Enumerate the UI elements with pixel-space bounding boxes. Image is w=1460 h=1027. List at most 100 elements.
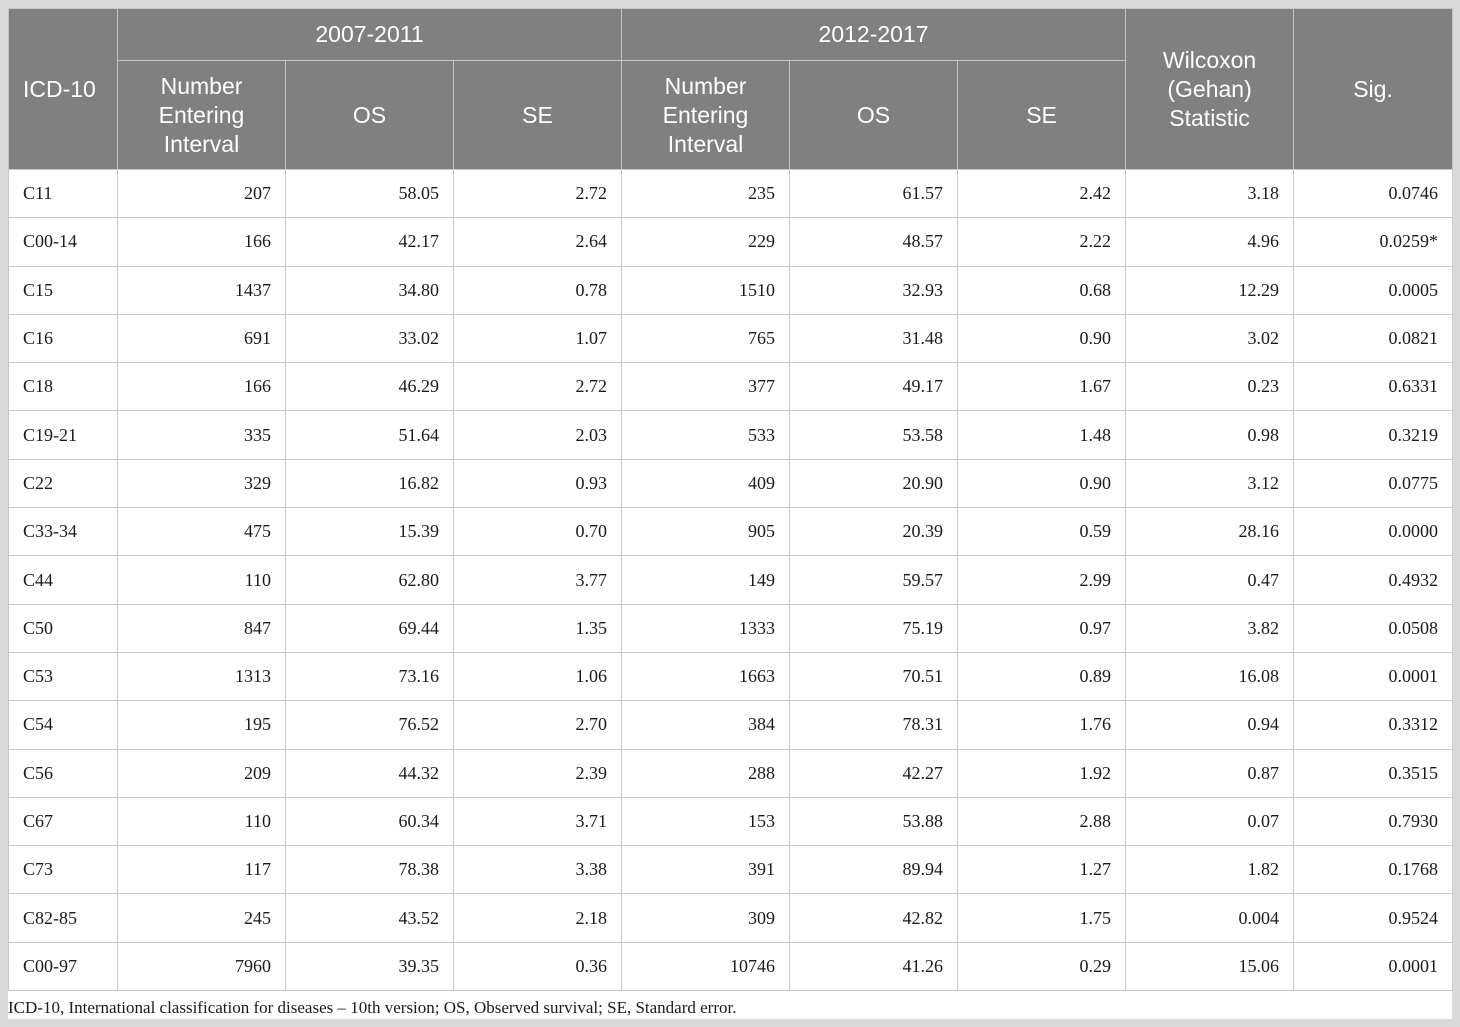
cell-se-2007: 1.07 [452,313,623,364]
cell-wilcoxon-statistic: 3.82 [1125,603,1295,653]
table-header: ICD-10 2007-2011 2012-2017 Wilcoxon (Geh… [8,8,1454,170]
cell-se-2007: 1.06 [452,651,623,702]
cell-sig-value: 0.3312 [1293,700,1454,750]
cell-number-entering-2012: 409 [621,458,791,509]
header-se-2: SE [957,60,1127,170]
cell-number-entering-2007: 847 [117,603,286,653]
cell-number-entering-2012: 1510 [621,265,791,315]
cell-sig-value: 0.0821 [1293,313,1454,364]
cell-se-2012: 0.29 [957,941,1127,992]
cell-sig-value: 0.0746 [1293,168,1454,219]
cell-icd-code: C33-34 [8,507,118,557]
cell-os-2012: 59.57 [789,555,959,605]
cell-se-2012: 1.48 [957,410,1127,460]
table-row: C50 847 69.44 1.35 1333 75.19 0.97 3.82 0.0508 [8,603,1454,653]
cell-os-2007: 78.38 [285,845,454,895]
cell-wilcoxon-statistic: 4.96 [1125,217,1295,267]
cell-se-2012: 0.68 [957,265,1127,315]
cell-wilcoxon-statistic: 16.08 [1125,651,1295,702]
cell-se-2012: 0.97 [957,603,1127,653]
cell-se-2012: 0.90 [957,458,1127,509]
cell-os-2012: 89.94 [789,845,959,895]
cell-number-entering-2007: 335 [117,410,286,460]
table-row: C00-97 7960 39.35 0.36 10746 41.26 0.29 15.06 0.… [8,941,1454,992]
table-row: C53 1313 73.16 1.06 1663 70.51 0.89 16.08 0.0001 [8,651,1454,702]
cell-os-2012: 42.27 [789,748,959,798]
cell-se-2007: 2.72 [452,168,623,219]
cell-se-2012: 1.76 [957,700,1127,750]
cell-os-2007: 58.05 [285,168,454,219]
cell-wilcoxon-statistic: 28.16 [1125,507,1295,557]
cell-os-2012: 31.48 [789,313,959,364]
cell-os-2007: 16.82 [285,458,454,509]
cell-number-entering-2007: 166 [117,362,286,412]
cell-sig-value: 0.0508 [1293,603,1454,653]
header-period-2012-2017: 2012-2017 [621,8,1127,61]
header-sig: Sig. [1293,8,1454,170]
cell-os-2007: 62.80 [285,555,454,605]
table-row: C18 166 46.29 2.72 377 49.17 1.67 0.23 0.6331 [8,362,1454,412]
header-number-entering-2: Number Entering Interval [621,60,791,170]
header-os-2: OS [789,60,959,170]
header-number-entering-1: Number Entering Interval [117,60,286,170]
cell-os-2007: 33.02 [285,313,454,364]
cell-number-entering-2007: 245 [117,893,286,943]
cell-os-2012: 20.39 [789,507,959,557]
cell-icd-code: C67 [8,796,118,847]
cell-se-2007: 0.78 [452,265,623,315]
cell-se-2007: 2.03 [452,410,623,460]
cell-os-2012: 53.58 [789,410,959,460]
cell-wilcoxon-statistic: 3.18 [1125,168,1295,219]
cell-se-2012: 2.42 [957,168,1127,219]
cell-sig-value: 0.9524 [1293,893,1454,943]
cell-icd-code: C44 [8,555,118,605]
cell-wilcoxon-statistic: 0.23 [1125,362,1295,412]
cell-icd-code: C82-85 [8,893,118,943]
cell-se-2012: 1.75 [957,893,1127,943]
cell-number-entering-2007: 475 [117,507,286,557]
cell-se-2007: 2.64 [452,217,623,267]
cell-number-entering-2007: 110 [117,555,286,605]
cell-wilcoxon-statistic: 0.004 [1125,893,1295,943]
cell-number-entering-2007: 110 [117,796,286,847]
cell-se-2012: 0.90 [957,313,1127,364]
cell-number-entering-2012: 288 [621,748,791,798]
cell-se-2007: 2.18 [452,893,623,943]
cell-se-2007: 3.71 [452,796,623,847]
cell-icd-code: C11 [8,168,118,219]
table-row: C00-14 166 42.17 2.64 229 48.57 2.22 4.96 0.0259… [8,217,1454,267]
cell-os-2007: 15.39 [285,507,454,557]
cell-number-entering-2012: 384 [621,700,791,750]
cell-sig-value: 0.0775 [1293,458,1454,509]
table-row: C16 691 33.02 1.07 765 31.48 0.90 3.02 0.0821 [8,313,1454,364]
cell-os-2007: 76.52 [285,700,454,750]
cell-os-2007: 42.17 [285,217,454,267]
cell-number-entering-2012: 10746 [621,941,791,992]
cell-number-entering-2012: 905 [621,507,791,557]
cell-number-entering-2007: 195 [117,700,286,750]
cell-icd-code: C19-21 [8,410,118,460]
table-row: C15 1437 34.80 0.78 1510 32.93 0.68 12.29 0.0005 [8,265,1454,315]
cell-os-2012: 78.31 [789,700,959,750]
cell-icd-code: C53 [8,651,118,702]
cell-number-entering-2012: 1663 [621,651,791,702]
cell-wilcoxon-statistic: 3.02 [1125,313,1295,364]
table-row: C82-85 245 43.52 2.18 309 42.82 1.75 0.004 0.952… [8,893,1454,943]
cell-se-2012: 1.67 [957,362,1127,412]
cell-number-entering-2007: 329 [117,458,286,509]
cell-sig-value: 0.7930 [1293,796,1454,847]
cell-icd-code: C56 [8,748,118,798]
cell-se-2012: 0.89 [957,651,1127,702]
cell-sig-value: 0.0259* [1293,217,1454,267]
header-icd: ICD-10 [8,8,118,170]
cell-se-2012: 1.92 [957,748,1127,798]
cell-se-2007: 0.70 [452,507,623,557]
cell-number-entering-2012: 391 [621,845,791,895]
cell-os-2007: 73.16 [285,651,454,702]
cell-number-entering-2012: 309 [621,893,791,943]
cell-icd-code: C16 [8,313,118,364]
cell-number-entering-2012: 229 [621,217,791,267]
cell-os-2007: 60.34 [285,796,454,847]
table-row: C44 110 62.80 3.77 149 59.57 2.99 0.47 0.4932 [8,555,1454,605]
table-row: C56 209 44.32 2.39 288 42.27 1.92 0.87 0.3515 [8,748,1454,798]
